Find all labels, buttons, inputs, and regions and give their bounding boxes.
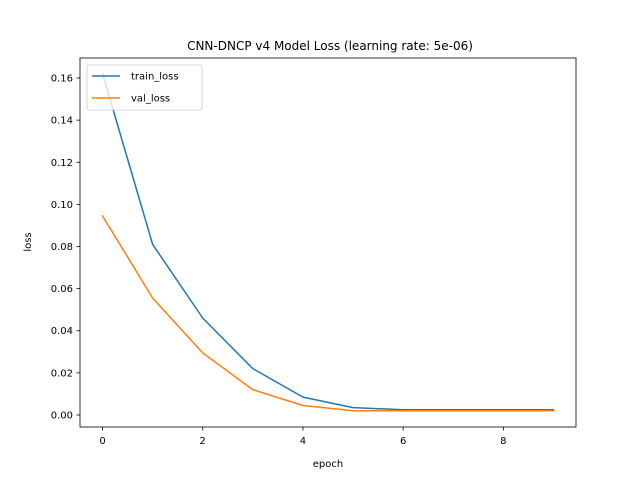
y-tick-label: 0.06 xyxy=(51,284,73,295)
y-tick-label: 0.14 xyxy=(51,116,73,127)
y-axis-label: loss xyxy=(23,232,34,251)
y-tick-label: 0.12 xyxy=(51,158,73,169)
x-tick-label: 6 xyxy=(400,436,406,447)
series-lines xyxy=(101,72,555,412)
x-tick-label: 8 xyxy=(500,436,506,447)
series-line-train-loss xyxy=(101,72,555,411)
x-tick-label: 2 xyxy=(200,436,206,447)
axis-ticks: 0 2 4 6 8 0.00 0.02 0.04 0.06 0.08 0.10 0.12 0.14 0.1… xyxy=(51,74,507,447)
legend: train_loss val_loss xyxy=(86,64,203,111)
x-tick-label: 4 xyxy=(300,436,306,447)
y-tick-label: 0.00 xyxy=(51,410,73,421)
y-tick-label: 0.16 xyxy=(51,74,73,85)
y-tick-label: 0.08 xyxy=(51,242,73,253)
legend-label: train_loss xyxy=(131,72,179,83)
y-tick-label: 0.10 xyxy=(51,200,73,211)
x-tick-label: 0 xyxy=(99,436,105,447)
y-tick-label: 0.04 xyxy=(51,326,73,337)
chart-title: CNN-DNCP v4 Model Loss (learning rate: 5… xyxy=(187,39,473,53)
plot-area-frame xyxy=(79,57,577,428)
x-axis-label: epoch xyxy=(313,459,343,470)
y-tick-label: 0.02 xyxy=(51,368,73,379)
series-line-val-loss xyxy=(101,214,555,412)
legend-label: val_loss xyxy=(131,94,170,105)
